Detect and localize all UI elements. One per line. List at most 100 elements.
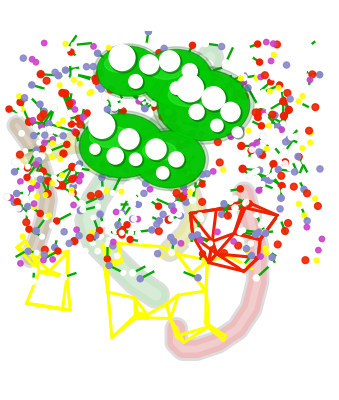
Circle shape bbox=[146, 262, 151, 267]
Circle shape bbox=[304, 190, 311, 197]
Circle shape bbox=[71, 202, 76, 208]
Circle shape bbox=[312, 104, 319, 110]
Circle shape bbox=[285, 220, 292, 226]
Circle shape bbox=[91, 78, 96, 83]
Circle shape bbox=[151, 195, 157, 201]
Circle shape bbox=[233, 196, 238, 200]
Circle shape bbox=[170, 133, 176, 139]
Circle shape bbox=[118, 122, 123, 127]
Circle shape bbox=[119, 129, 141, 151]
Circle shape bbox=[89, 90, 94, 94]
Circle shape bbox=[77, 270, 82, 274]
Circle shape bbox=[235, 98, 240, 104]
Circle shape bbox=[171, 196, 176, 202]
Circle shape bbox=[88, 159, 95, 165]
Circle shape bbox=[121, 270, 126, 275]
Circle shape bbox=[235, 98, 241, 104]
Circle shape bbox=[160, 51, 182, 73]
Circle shape bbox=[219, 44, 225, 50]
Circle shape bbox=[211, 169, 216, 174]
Circle shape bbox=[105, 229, 110, 234]
Circle shape bbox=[259, 222, 264, 228]
Circle shape bbox=[100, 151, 105, 156]
Circle shape bbox=[82, 135, 88, 141]
Circle shape bbox=[71, 237, 78, 245]
Circle shape bbox=[84, 119, 89, 124]
Circle shape bbox=[183, 162, 190, 169]
Circle shape bbox=[199, 181, 205, 187]
Circle shape bbox=[121, 83, 126, 89]
Circle shape bbox=[238, 142, 245, 149]
Circle shape bbox=[128, 137, 135, 143]
Circle shape bbox=[120, 226, 126, 233]
Circle shape bbox=[69, 188, 74, 192]
Circle shape bbox=[86, 126, 93, 132]
Circle shape bbox=[256, 90, 261, 95]
Circle shape bbox=[65, 46, 70, 51]
Circle shape bbox=[216, 159, 223, 166]
Circle shape bbox=[31, 180, 35, 185]
Circle shape bbox=[45, 120, 52, 127]
Circle shape bbox=[184, 167, 191, 174]
Circle shape bbox=[262, 230, 268, 236]
Circle shape bbox=[183, 140, 190, 147]
Circle shape bbox=[22, 200, 27, 204]
Circle shape bbox=[14, 190, 20, 196]
Circle shape bbox=[69, 190, 76, 196]
Circle shape bbox=[66, 100, 74, 107]
Circle shape bbox=[109, 45, 137, 73]
Circle shape bbox=[290, 158, 294, 163]
Circle shape bbox=[292, 169, 298, 175]
Circle shape bbox=[121, 99, 126, 104]
Circle shape bbox=[150, 143, 156, 150]
Circle shape bbox=[212, 112, 218, 118]
Circle shape bbox=[225, 93, 231, 99]
Circle shape bbox=[168, 133, 174, 139]
Circle shape bbox=[253, 275, 259, 281]
Circle shape bbox=[42, 140, 47, 146]
Circle shape bbox=[280, 121, 286, 127]
Circle shape bbox=[90, 241, 95, 246]
Circle shape bbox=[162, 110, 167, 116]
Circle shape bbox=[95, 50, 101, 56]
Circle shape bbox=[221, 201, 227, 207]
Circle shape bbox=[50, 181, 55, 186]
Circle shape bbox=[266, 177, 273, 184]
Circle shape bbox=[187, 101, 193, 107]
Circle shape bbox=[87, 234, 94, 241]
Circle shape bbox=[234, 129, 238, 132]
Circle shape bbox=[260, 134, 265, 139]
Circle shape bbox=[245, 85, 251, 91]
Circle shape bbox=[172, 125, 180, 132]
Circle shape bbox=[72, 129, 78, 135]
Circle shape bbox=[52, 69, 58, 75]
Circle shape bbox=[169, 152, 184, 167]
Circle shape bbox=[34, 152, 39, 157]
Circle shape bbox=[203, 94, 210, 100]
Circle shape bbox=[135, 61, 141, 67]
Circle shape bbox=[204, 134, 208, 139]
Circle shape bbox=[291, 183, 297, 190]
Circle shape bbox=[184, 104, 191, 110]
Circle shape bbox=[176, 74, 203, 102]
Circle shape bbox=[236, 90, 243, 97]
Circle shape bbox=[205, 63, 211, 69]
Circle shape bbox=[119, 230, 124, 235]
Ellipse shape bbox=[98, 48, 159, 95]
Circle shape bbox=[198, 216, 204, 222]
Circle shape bbox=[129, 74, 142, 88]
Circle shape bbox=[198, 84, 205, 91]
Circle shape bbox=[137, 155, 142, 160]
Circle shape bbox=[21, 95, 27, 101]
Circle shape bbox=[148, 66, 154, 71]
Circle shape bbox=[31, 201, 37, 206]
Circle shape bbox=[111, 133, 117, 139]
Circle shape bbox=[302, 213, 307, 218]
Circle shape bbox=[138, 191, 143, 196]
Circle shape bbox=[172, 167, 177, 172]
Circle shape bbox=[262, 110, 267, 116]
Circle shape bbox=[83, 64, 89, 70]
Circle shape bbox=[232, 42, 237, 47]
Circle shape bbox=[90, 165, 95, 170]
Circle shape bbox=[27, 94, 32, 99]
